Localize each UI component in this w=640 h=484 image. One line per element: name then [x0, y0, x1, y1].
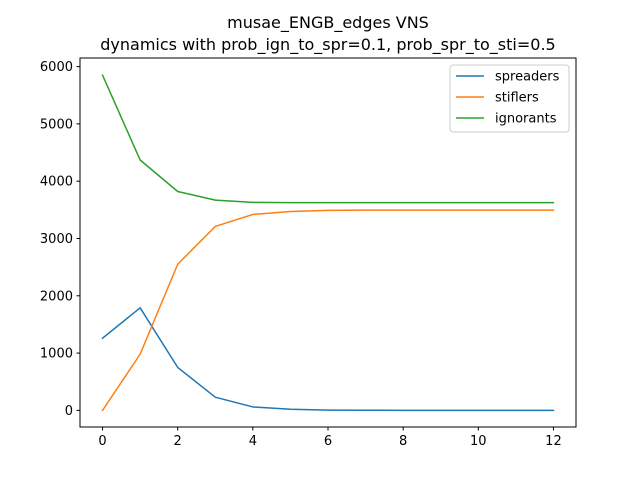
x-tick-label: 0 [98, 434, 106, 449]
chart-title: musae_ENGB_edges VNS [227, 13, 429, 33]
legend: spreaders stiflers ignorants [449, 64, 570, 133]
x-tick-label: 8 [399, 434, 407, 449]
plot-area-frame [79, 57, 577, 428]
x-tick-label: 12 [545, 434, 562, 449]
chart-subtitle: dynamics with prob_ign_to_spr=0.1, prob_… [100, 35, 555, 55]
y-tick-label: 6000 [40, 60, 73, 75]
legend-label-stiflers: stiflers [495, 91, 539, 106]
legend-items: spreaders stiflers ignorants [456, 70, 560, 127]
y-tick-label: 3000 [40, 232, 73, 247]
series-line-spreaders [101, 307, 555, 412]
legend-label-ignorants: ignorants [495, 112, 557, 127]
y-axis: 0 1000 2000 3000 4000 5000 6000 [40, 60, 80, 419]
x-tick-label: 2 [174, 434, 182, 449]
x-tick-label: 6 [324, 434, 332, 449]
y-tick-label: 5000 [40, 117, 73, 132]
y-tick-label: 4000 [40, 175, 73, 190]
y-tick-label: 1000 [40, 347, 73, 362]
y-tick-label: 0 [65, 404, 73, 419]
series-layer [101, 74, 555, 412]
x-tick-label: 4 [249, 434, 257, 449]
series-line-stiflers [101, 209, 555, 412]
legend-label-spreaders: spreaders [495, 70, 560, 85]
y-tick-label: 2000 [40, 289, 73, 304]
x-axis: 0 2 4 6 8 10 12 [98, 427, 562, 449]
series-line-ignorants [101, 74, 555, 204]
x-tick-label: 10 [470, 434, 487, 449]
legend-box [449, 64, 570, 133]
